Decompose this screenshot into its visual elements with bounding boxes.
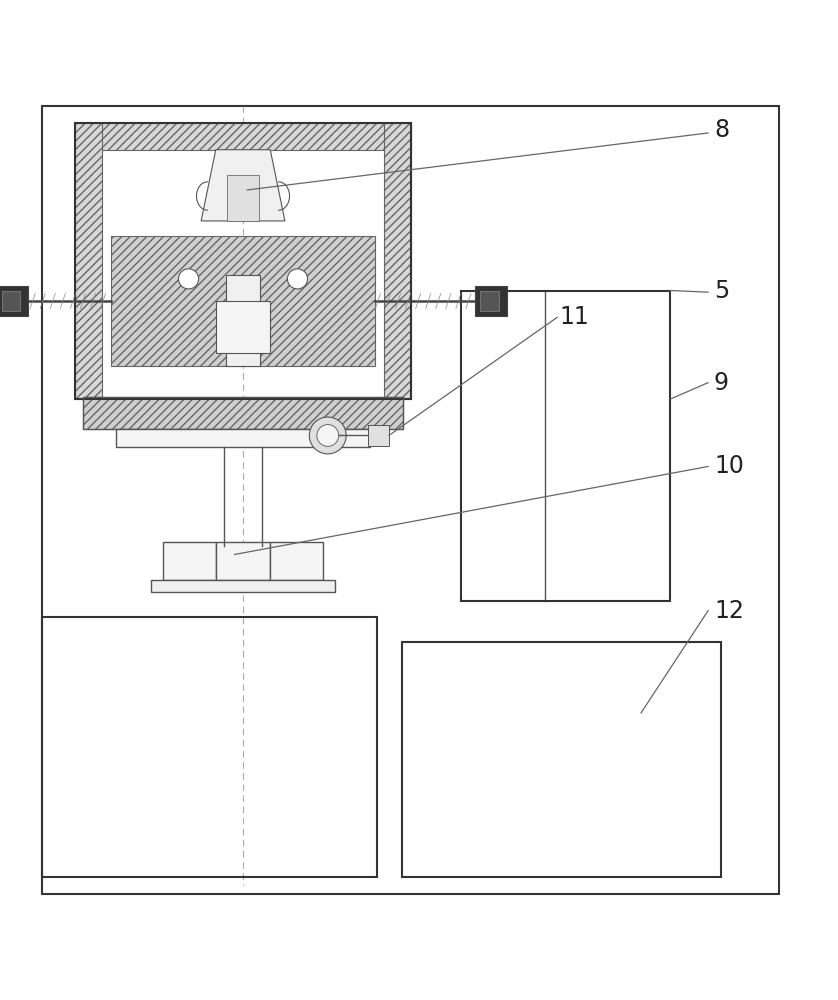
Bar: [163, 542, 216, 580]
Text: 12: 12: [714, 599, 744, 623]
Circle shape: [309, 417, 346, 454]
Polygon shape: [201, 150, 285, 221]
Bar: [0, 286, 28, 316]
Bar: [461, 290, 670, 601]
Bar: [75, 123, 411, 150]
Bar: [216, 542, 270, 580]
Bar: [84, 397, 402, 429]
Bar: [75, 123, 102, 399]
Bar: [368, 425, 389, 446]
Text: 8: 8: [714, 118, 729, 142]
Bar: [42, 617, 377, 877]
Bar: [42, 106, 779, 894]
Bar: [2, 291, 20, 311]
Bar: [75, 123, 411, 399]
Bar: [226, 275, 260, 366]
Polygon shape: [227, 175, 259, 221]
Text: 5: 5: [714, 278, 729, 302]
Bar: [402, 642, 721, 877]
Text: 10: 10: [714, 454, 744, 478]
Bar: [151, 580, 335, 592]
Bar: [111, 236, 375, 366]
Bar: [84, 397, 402, 429]
Bar: [116, 429, 370, 447]
Bar: [384, 123, 411, 399]
Circle shape: [317, 425, 339, 446]
Text: 11: 11: [560, 305, 590, 329]
Bar: [475, 286, 507, 316]
Text: 9: 9: [714, 371, 729, 395]
Bar: [216, 301, 271, 353]
Bar: [480, 291, 499, 311]
Circle shape: [287, 269, 308, 289]
Circle shape: [178, 269, 199, 289]
Bar: [270, 542, 323, 580]
